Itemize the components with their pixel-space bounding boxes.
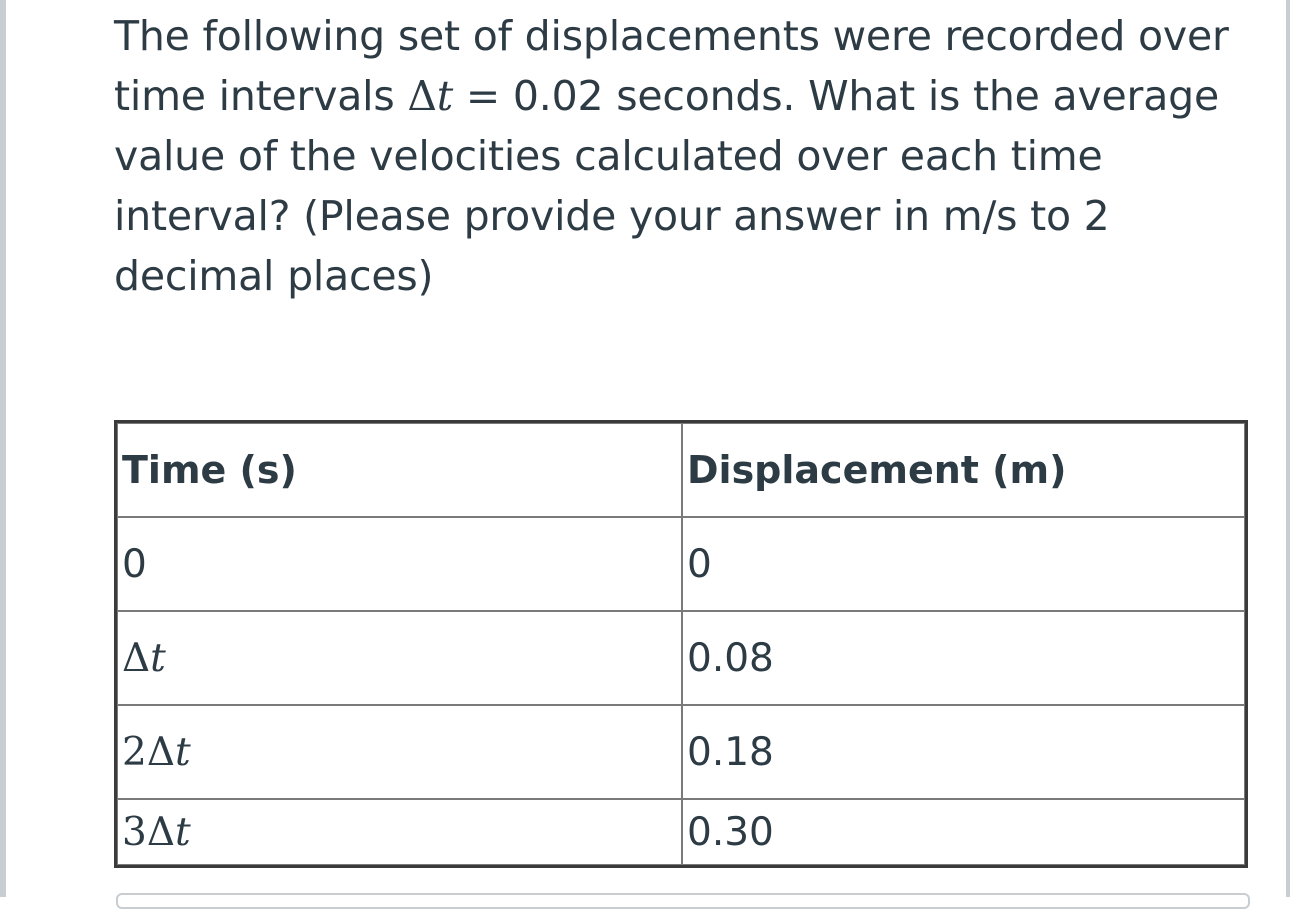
table-row: 2Δt 0.18 — [117, 705, 1245, 799]
time-cell: 0 — [117, 517, 682, 611]
delta-symbol: Δ — [122, 635, 151, 681]
left-scroll-edge — [0, 0, 6, 897]
table-row: 3Δt 0.30 — [117, 799, 1245, 865]
equals-sign: = — [453, 72, 513, 120]
delta-symbol: Δ — [146, 809, 175, 855]
t-variable: t — [150, 635, 166, 681]
t-variable: t — [175, 809, 191, 855]
t-variable: t — [436, 72, 454, 120]
table-header-row: Time (s) Displacement (m) — [117, 423, 1245, 517]
question-text: The following set of displacements were … — [114, 6, 1244, 306]
header-displacement: Displacement (m) — [682, 423, 1245, 517]
t-variable: t — [175, 729, 191, 775]
displacement-cell: 0 — [682, 517, 1245, 611]
table-row: Δt 0.08 — [117, 611, 1245, 705]
delta-t-math: Δt = — [407, 72, 513, 120]
time-cell: 3Δt — [117, 799, 682, 865]
time-cell: 2Δt — [117, 705, 682, 799]
displacement-cell: 0.18 — [682, 705, 1245, 799]
displacement-table: Time (s) Displacement (m) 0 0 Δt 0.08 2Δ… — [114, 420, 1248, 868]
displacement-cell: 0.08 — [682, 611, 1245, 705]
time-plain: 0 — [122, 541, 147, 587]
displacement-cell: 0.30 — [682, 799, 1245, 865]
time-cell: Δt — [117, 611, 682, 705]
right-scroll-edge — [1286, 0, 1290, 897]
table-row: 0 0 — [117, 517, 1245, 611]
delta-symbol: Δ — [146, 729, 175, 775]
question-part-1: The following set of displacements were … — [114, 12, 1229, 120]
next-panel-edge — [116, 893, 1250, 909]
time-coeff: 3 — [122, 809, 147, 855]
question-part-2: 0.02 seconds. What is the average value … — [114, 72, 1219, 300]
time-coeff: 2 — [122, 729, 147, 775]
delta-symbol: Δ — [407, 72, 437, 120]
header-time: Time (s) — [117, 423, 682, 517]
